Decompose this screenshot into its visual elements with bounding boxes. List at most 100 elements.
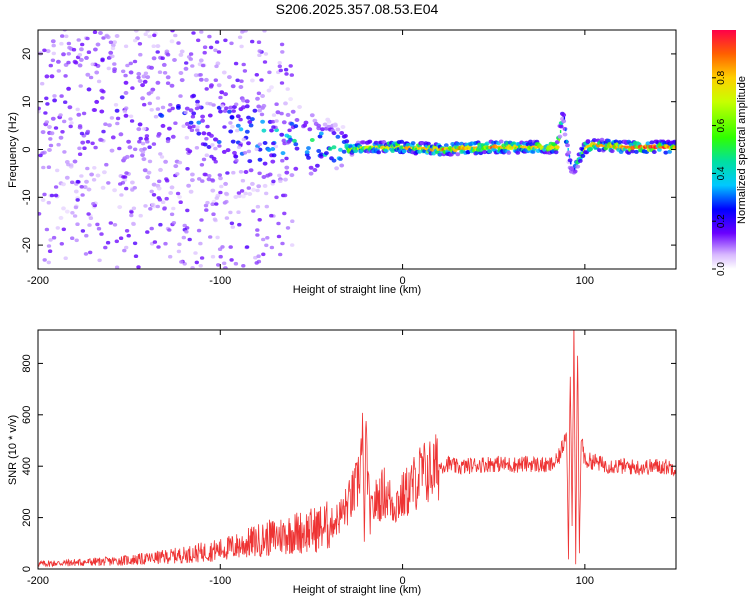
spectrogram-cell xyxy=(214,196,219,200)
spectrogram-cell xyxy=(184,229,189,234)
spectrogram-cell xyxy=(191,93,197,98)
spectrogram-cell xyxy=(218,190,223,195)
spectrogram-cell xyxy=(173,164,179,169)
spectrogram-cell xyxy=(55,226,60,230)
spectrogram-ridge-cell xyxy=(566,139,568,143)
spectrogram-cell xyxy=(96,79,102,84)
spectrogram-cell xyxy=(228,245,233,249)
spectrogram-cell xyxy=(184,135,189,140)
spectrogram-cell xyxy=(76,38,81,42)
spectrogram-cell xyxy=(173,33,178,38)
spectrogram-cell xyxy=(284,156,289,161)
spectrogram-cell xyxy=(77,63,83,68)
spectrogram-cell xyxy=(147,145,152,149)
spectrogram-cell xyxy=(70,211,75,215)
spectrogram-cell xyxy=(235,128,240,133)
spectrogram-cell xyxy=(230,139,236,144)
spectrogram-cell xyxy=(177,160,183,165)
spectrogram-cell xyxy=(122,178,128,182)
spectrogram-cell xyxy=(127,145,133,150)
spectrogram-cell xyxy=(109,148,115,153)
spectrogram-cell xyxy=(383,148,389,153)
y-tick-label: 0 xyxy=(21,146,33,152)
spectrogram-ridge-cell xyxy=(499,145,502,149)
spectrogram-cell xyxy=(278,179,283,183)
spectrogram-x-label: Height of straight line (km) xyxy=(293,284,421,296)
spectrogram-cell xyxy=(575,164,581,169)
spectrogram-cell xyxy=(184,106,190,111)
spectrogram-cell xyxy=(165,75,171,80)
spectrogram-cell xyxy=(167,108,172,113)
spectrogram-cell xyxy=(326,119,332,124)
spectrogram-cell xyxy=(140,150,146,154)
spectrogram-cell xyxy=(36,25,41,29)
spectrogram-cell xyxy=(651,150,657,154)
spectrogram-cell xyxy=(231,170,236,175)
spectrogram-cell xyxy=(254,261,259,265)
spectrogram-ridge-cell xyxy=(418,146,420,150)
spectrogram-cell xyxy=(262,161,268,166)
spectrogram-cell xyxy=(185,167,190,171)
spectrogram-cell xyxy=(200,118,206,123)
spectrogram-cell xyxy=(230,225,235,229)
spectrogram-cell xyxy=(137,122,143,127)
y-tick-label: -20 xyxy=(21,237,33,253)
spectrogram-cell xyxy=(52,98,57,103)
spectrogram-cell xyxy=(87,2,92,6)
spectrogram-cell xyxy=(244,245,250,249)
spectrogram-cell xyxy=(50,58,56,63)
spectrogram-cell xyxy=(238,117,243,122)
spectrogram-cell xyxy=(318,131,324,136)
spectrogram-cell xyxy=(253,255,258,260)
spectrogram-cell xyxy=(209,154,214,159)
spectrogram-cell xyxy=(213,48,218,53)
spectrogram-cell xyxy=(202,45,208,49)
spectrogram-cell xyxy=(208,235,213,239)
spectrogram-cell xyxy=(118,182,123,186)
spectrogram-cell xyxy=(238,170,244,174)
spectrogram-cell xyxy=(151,142,157,146)
spectrogram-cell xyxy=(277,61,282,65)
spectrogram-ridge-cell xyxy=(626,145,628,149)
spectrogram-cell xyxy=(181,124,186,128)
spectrogram-cell xyxy=(217,144,222,148)
spectrogram-cell xyxy=(367,139,373,144)
spectrogram-ridge-cell xyxy=(349,147,351,151)
spectrogram-cell xyxy=(118,236,124,240)
spectrogram-cell xyxy=(307,127,313,132)
spectrogram-cell xyxy=(79,131,85,136)
spectrogram-cell xyxy=(170,106,175,111)
spectrogram-cell xyxy=(149,108,154,112)
spectrogram-y-ticks: -20 -10 0 10 20 xyxy=(21,48,676,253)
spectrogram-cell xyxy=(59,94,64,98)
snr-frame xyxy=(37,329,677,570)
spectrogram-cell xyxy=(97,258,102,263)
spectrogram-cell xyxy=(246,149,252,154)
spectrogram-cell xyxy=(38,109,41,114)
spectrogram-cell xyxy=(214,40,220,44)
spectrogram-cell xyxy=(138,213,143,218)
spectrogram-cell xyxy=(318,152,324,157)
spectrogram-cell xyxy=(566,150,572,155)
spectrogram-cell xyxy=(94,70,100,75)
spectrogram-cell xyxy=(255,233,260,237)
spectrogram-cell xyxy=(580,153,586,158)
spectrogram-cell xyxy=(588,147,593,152)
spectrogram-cell xyxy=(208,45,214,50)
spectrogram-cell xyxy=(320,127,325,132)
spectrogram-cell xyxy=(62,150,67,154)
spectrogram-cell xyxy=(237,222,242,227)
spectrogram-cell xyxy=(254,73,259,77)
spectrogram-cell xyxy=(75,0,80,1)
spectrogram-cell xyxy=(68,117,73,121)
spectrogram-cell xyxy=(84,55,89,60)
spectrogram-ridge-cell xyxy=(474,146,476,150)
spectrogram-ridge-cell xyxy=(625,145,627,149)
spectrogram-cell xyxy=(271,125,276,129)
colorbar-label: Normalized spectral amplitude xyxy=(736,76,748,224)
colorbar: 0.0 0.2 0.4 0.6 0.8 Normalized spectral ampl… xyxy=(712,30,748,276)
spectrogram-cell xyxy=(248,123,254,128)
spectrogram-cell xyxy=(562,132,568,137)
spectrogram-cell xyxy=(198,77,204,82)
spectrogram-cell xyxy=(197,177,202,181)
